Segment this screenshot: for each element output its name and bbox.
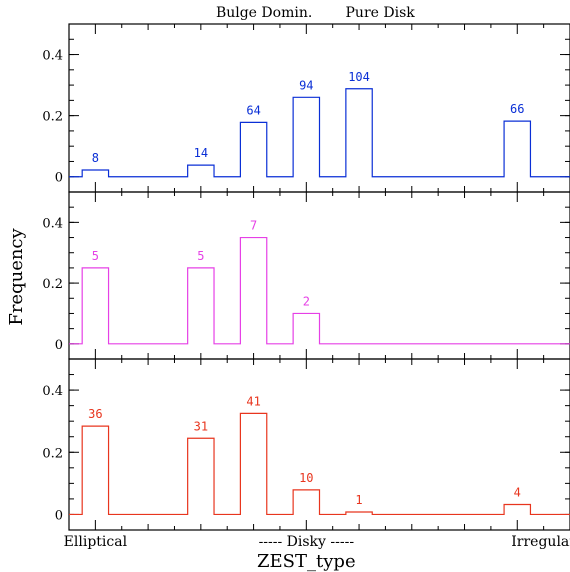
bar-count-label: 31	[194, 419, 208, 433]
histogram-bar	[346, 89, 372, 177]
histogram-bar	[293, 97, 319, 176]
bar-count-label: 104	[348, 70, 370, 84]
bar-count-label: 14	[194, 146, 208, 160]
histogram-bar	[504, 505, 530, 515]
bar-count-label: 64	[246, 103, 260, 117]
histogram-bar	[240, 413, 266, 514]
histogram-bar	[293, 490, 319, 515]
histogram-steps	[69, 88, 570, 516]
histogram-bar	[82, 426, 108, 514]
bar-count-label: 41	[246, 394, 260, 408]
histogram-step-line-panel-1	[69, 88, 570, 178]
y-tick-label: 0.4	[42, 384, 63, 399]
bar-count-label: 10	[299, 471, 313, 485]
y-tick-label: 0	[55, 171, 63, 186]
bar-count-label: 1	[355, 493, 362, 507]
histogram-step-line-panel-2	[69, 236, 570, 345]
y-tick-label: 0.2	[42, 446, 63, 461]
y-tick-label: 0.4	[42, 49, 63, 64]
histogram-bar	[82, 170, 108, 177]
histogram-step-line-panel-3	[69, 412, 570, 516]
bar-count-label: 8	[92, 151, 99, 165]
histogram-bar	[188, 165, 214, 177]
bar-count-label: 5	[92, 249, 99, 263]
histogram-bar	[240, 122, 266, 176]
bar-count-label: 94	[299, 78, 313, 92]
y-tick-label: 0	[55, 338, 63, 353]
histogram-bar	[82, 268, 108, 344]
histogram-bar	[504, 121, 530, 177]
y-tick-label: 0.2	[42, 110, 63, 125]
bottom-category-label: Elliptical	[64, 534, 128, 550]
top-category-label: Pure Disk	[346, 5, 416, 21]
y-tick-label: 0.2	[42, 277, 63, 292]
bottom-category-label: ----- Disky -----	[259, 534, 355, 550]
histogram-bar	[188, 438, 214, 514]
y-tick-label: 0.4	[42, 216, 63, 231]
panel-frames	[68, 23, 570, 531]
bar-count-label: 4	[514, 486, 521, 500]
histogram-bar	[188, 268, 214, 344]
bar-count-label: 7	[250, 219, 257, 233]
bar-count-label: 66	[510, 102, 524, 116]
y-tick-label: 0	[55, 508, 63, 523]
panel-frame-3	[68, 358, 570, 531]
histogram-bar	[240, 238, 266, 344]
histogram-bar	[293, 313, 319, 343]
bar-count-label: 2	[303, 294, 310, 308]
x-axis-label: ZEST_type	[257, 551, 356, 572]
bar-count-label: 36	[88, 407, 102, 421]
y-axis-label: Frequency	[6, 227, 27, 325]
bottom-category-label: Irregular	[511, 534, 570, 550]
top-category-label: Bulge Domin.	[216, 5, 312, 21]
bar-count-label: 5	[197, 249, 204, 263]
